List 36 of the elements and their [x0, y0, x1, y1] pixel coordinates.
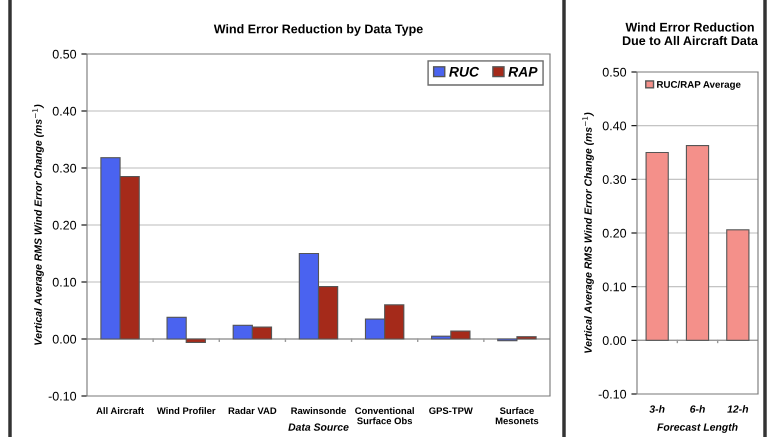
x-tick-label: Conventional Surface Obs: [355, 407, 414, 424]
x-axis-title: Forecast Length: [657, 423, 738, 433]
x-tick-label: 12-h: [727, 405, 748, 413]
y-tick-label: -0.10: [48, 392, 76, 401]
legend-label: RUC: [449, 66, 480, 77]
bar: [726, 229, 750, 341]
x-tick-label: Radar VAD: [228, 407, 276, 414]
y-axis-title: Vertical Average RMS Wind Error Change (ms$^{−1}$): [32, 104, 44, 345]
y-tick-label: 0.10: [52, 278, 76, 287]
x-axis-title: Data Source: [288, 423, 349, 431]
x-tick-label: Wind Profiler: [156, 407, 216, 414]
legend-label: RUC/RAP Average: [657, 80, 741, 90]
x-tick-label: Rawinsonde: [291, 407, 346, 414]
x-tick-label: 3-h: [649, 405, 665, 413]
chart-title: Wind Error Reduction by Data Type: [214, 24, 423, 36]
x-tick-label: GPS-TPW: [429, 407, 473, 414]
bar: [646, 152, 669, 341]
y-tick-label: 0.50: [52, 50, 76, 59]
y-tick-label: 0.20: [602, 228, 626, 238]
y-tick-label: 0.40: [52, 106, 76, 116]
y-tick-label: 0.00: [602, 336, 626, 345]
chart-title: Wind Error Reduction Due to All Aircraft Data: [622, 22, 758, 46]
y-tick-label: 0.50: [602, 68, 626, 77]
x-tick-label: Surface Mesonets: [496, 407, 538, 424]
x-tick-label: 6-h: [690, 405, 705, 413]
x-tick-label: All Aircraft: [96, 407, 144, 414]
y-tick-label: 0.30: [52, 164, 76, 173]
y-tick-label: 0.10: [602, 282, 626, 292]
legend-label: RAP: [508, 67, 538, 77]
y-tick-label: 0.40: [602, 121, 626, 130]
y-tick-label: 0.00: [52, 334, 76, 344]
y-tick-label: -0.10: [598, 390, 626, 399]
y-tick-label: 0.20: [52, 220, 76, 230]
y-tick-label: 0.30: [602, 175, 626, 184]
y-axis-title: Vertical Average RMS Wind Error Change (ms$^{−1}$): [582, 112, 594, 353]
bar: [686, 144, 710, 341]
